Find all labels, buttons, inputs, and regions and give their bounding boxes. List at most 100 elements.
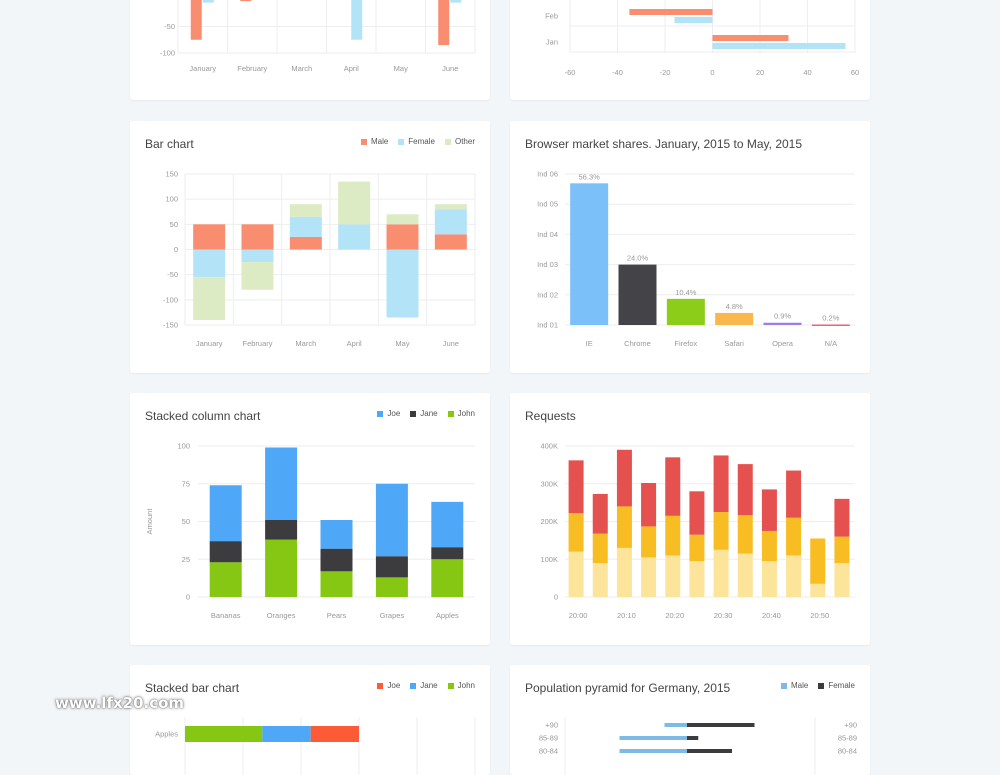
y-tick-label: 100: [165, 195, 178, 204]
watermark: www.lfx20.com: [55, 694, 185, 712]
data-label: 24.0%: [627, 254, 649, 263]
bar: [761, 489, 777, 531]
bar: [761, 530, 777, 562]
legend-item-female[interactable]: Female: [818, 681, 855, 690]
bar: [687, 749, 732, 753]
bar: [310, 726, 359, 742]
chart-title: Stacked bar chart: [145, 681, 240, 695]
y-tick-label: 400K: [540, 442, 558, 451]
bar: [431, 501, 464, 548]
x-tick-label: Chrome: [624, 339, 651, 348]
bar: [689, 561, 705, 597]
bar: [375, 577, 408, 597]
requests-card: Requests 400K 300K 200K 100K 0 20:00 20:10 20:2…: [510, 393, 870, 645]
bar: [438, 0, 450, 46]
y-tick-label: 0: [554, 593, 558, 602]
bar: [786, 555, 802, 597]
bar: [616, 547, 632, 597]
legend-item-jane[interactable]: Jane: [410, 681, 438, 690]
bar: [434, 234, 467, 250]
legend-item-male[interactable]: Male: [360, 137, 388, 146]
bar: [763, 322, 802, 325]
x-tick-label: Grapes: [380, 611, 405, 620]
x-tick-label: May: [394, 64, 408, 73]
bar: [616, 506, 632, 548]
x-tick-label: Opera: [772, 339, 794, 348]
bar: [193, 277, 226, 320]
x-tick-label: Firefox: [674, 339, 697, 348]
y-tick-label: 25: [182, 555, 190, 564]
y-tick-label: Feb: [545, 12, 558, 21]
chart-title: Stacked column chart: [145, 409, 261, 423]
bar: [375, 556, 408, 578]
chart-top-left: -50 -100 January February March April May June: [160, 0, 476, 73]
swatch-john: [447, 682, 454, 689]
bar: [713, 455, 729, 513]
legend-item-joe[interactable]: Joe: [377, 681, 400, 690]
bar: [665, 515, 681, 556]
bar: [737, 515, 753, 554]
bar: [289, 216, 322, 237]
bar: [689, 534, 705, 562]
bar: [619, 736, 687, 740]
y-tick-label: Ind 02: [537, 290, 558, 299]
legend-item-joe[interactable]: Joe: [377, 409, 400, 418]
x-tick-label: 0: [710, 68, 714, 77]
y-tick-label: 200K: [540, 517, 558, 526]
stacked-bar-card: Stacked bar chart Joe Jane John Apples: [130, 665, 490, 775]
y-tick-label: 85-89: [539, 734, 558, 743]
bar: [786, 517, 802, 556]
bar: [450, 0, 462, 3]
legend-item-male[interactable]: Male: [780, 681, 808, 690]
bar: [185, 726, 263, 742]
bar-chart-card: Bar chart Male Female Other 150 100 50 0 -50…: [130, 121, 490, 373]
chart-title: Requests: [525, 409, 576, 423]
bar: [431, 559, 464, 597]
y-axis-label: Amount: [145, 508, 154, 535]
browser-share-card: Browser market shares. January, 2015 to …: [510, 121, 870, 373]
swatch-male: [780, 682, 787, 689]
x-tick-label: Oranges: [267, 611, 296, 620]
bar: [810, 583, 826, 597]
bar: [665, 555, 681, 597]
bar: [666, 298, 705, 325]
legend-label: Other: [454, 137, 475, 146]
x-tick-label: June: [442, 64, 458, 73]
y-tick-label: Ind 04: [537, 230, 558, 239]
stacked-column-chart: 100 75 50 25 0 Amount Bananas Oranges Pears Grape…: [145, 442, 475, 620]
bar: [629, 9, 713, 15]
x-tick-label: N/A: [825, 339, 838, 348]
bar: [190, 0, 202, 40]
bar: [209, 541, 242, 563]
legend-item-other[interactable]: Other: [444, 137, 475, 146]
legend-item-john[interactable]: John: [447, 681, 475, 690]
legend-item-female[interactable]: Female: [398, 137, 435, 146]
bar: [265, 539, 298, 597]
bar: [568, 551, 584, 597]
x-tick-label: 20:00: [569, 611, 588, 620]
y-tick-label: -50: [167, 270, 178, 279]
bar: [810, 538, 826, 584]
bar: [592, 563, 608, 597]
bar: [592, 493, 608, 534]
bar: [786, 470, 802, 518]
data-label: 4.8%: [726, 302, 743, 311]
x-tick-label: February: [242, 339, 272, 348]
legend-label: Joe: [387, 681, 401, 690]
x-tick-label: IE: [586, 339, 593, 348]
legend-label: John: [457, 409, 475, 418]
y-tick-label: 50: [182, 517, 190, 526]
y-tick-label-right: 80-84: [838, 747, 857, 756]
swatch-female: [398, 138, 405, 145]
x-tick-label: 20:20: [665, 611, 684, 620]
swatch-joe: [377, 682, 384, 689]
requests-chart: 400K 300K 200K 100K 0 20:00 20:10 20:20 20:30 20:…: [540, 442, 855, 620]
x-tick-label: February: [237, 64, 267, 73]
legend-item-john[interactable]: John: [447, 409, 475, 418]
bar: [570, 183, 609, 325]
y-tick-label: 0: [174, 245, 178, 254]
legend-item-jane[interactable]: Jane: [410, 409, 438, 418]
swatch-female: [818, 682, 825, 689]
y-tick-label: -100: [160, 49, 175, 58]
bar: [434, 209, 467, 235]
